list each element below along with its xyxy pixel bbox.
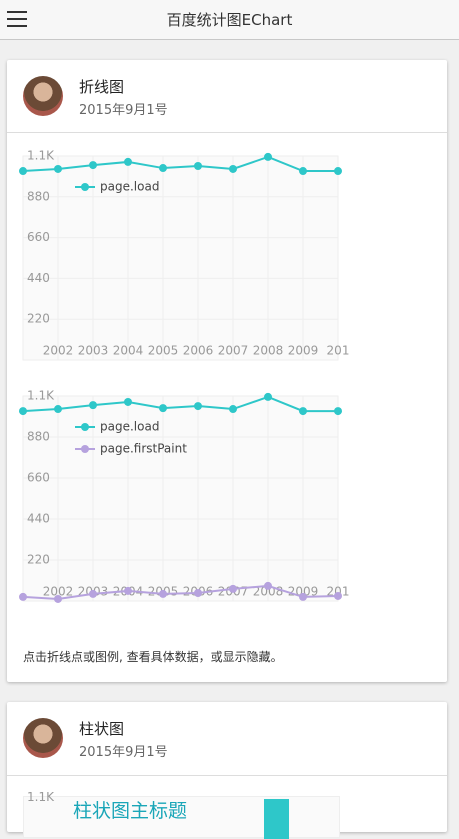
- series-line: [22, 155, 338, 173]
- legend-label[interactable]: page.firstPaint: [100, 442, 187, 456]
- x-tick-label: 2005: [148, 344, 179, 358]
- card-header: 柱状图 2015年9月1号: [7, 702, 447, 776]
- data-point[interactable]: [264, 581, 272, 590]
- data-point[interactable]: [229, 164, 237, 173]
- data-point[interactable]: [159, 404, 167, 413]
- charts: 220 440 660 880 1.1K 2002 2003 2004 2005 2006 2007…: [19, 149, 350, 603]
- card-header: 折线图 2015年9月1号: [7, 60, 447, 133]
- legend-dot[interactable]: [81, 423, 89, 431]
- plot-area: [22, 155, 339, 361]
- data-point[interactable]: [19, 167, 27, 176]
- data-point[interactable]: [54, 594, 62, 603]
- y-tick-label: 660: [27, 471, 50, 485]
- legend-label[interactable]: page.load: [100, 180, 159, 194]
- data-point[interactable]: [229, 584, 237, 593]
- card-date: 2015年9月1号: [79, 745, 168, 760]
- data-point[interactable]: [124, 586, 132, 595]
- y-tick-label: 660: [27, 230, 50, 244]
- data-point[interactable]: [194, 402, 202, 411]
- y-tick-label: 440: [27, 512, 50, 526]
- y-tick-label: 220: [27, 553, 50, 567]
- data-point[interactable]: [54, 164, 62, 173]
- data-point[interactable]: [159, 164, 167, 173]
- x-tick-label: 2009: [288, 344, 319, 358]
- plot-area: [22, 395, 339, 602]
- data-point[interactable]: [194, 588, 202, 597]
- x-tick-label: 2008: [253, 344, 284, 358]
- data-point[interactable]: [334, 591, 342, 600]
- data-point[interactable]: [194, 162, 202, 171]
- menu-button[interactable]: [7, 11, 27, 32]
- y-tick-label: 880: [27, 189, 50, 203]
- x-tick-label: 201: [327, 344, 350, 358]
- data-point[interactable]: [264, 392, 272, 401]
- y-tick-label: 1.1K: [27, 389, 55, 403]
- legend-dot[interactable]: [81, 445, 89, 453]
- y-tick-label: 880: [27, 430, 50, 444]
- legend-dot[interactable]: [81, 183, 89, 191]
- data-point[interactable]: [89, 589, 97, 598]
- data-point[interactable]: [19, 592, 27, 601]
- avatar: [23, 718, 63, 758]
- card-date: 2015年9月1号: [79, 103, 168, 118]
- data-point[interactable]: [299, 167, 307, 176]
- x-tick-label: 2002: [43, 344, 74, 358]
- data-point[interactable]: [159, 589, 167, 598]
- data-point[interactable]: [334, 167, 342, 176]
- note: 点击折线点或图例, 查看具体数据，或显示隐藏。: [23, 650, 283, 664]
- x-tick-label: 2003: [78, 344, 109, 358]
- data-point[interactable]: [334, 407, 342, 416]
- data-point[interactable]: [124, 397, 132, 406]
- x-tick-label: 2004: [113, 344, 144, 358]
- y-tick-label: 220: [27, 312, 50, 326]
- x-tick-label: 201: [327, 585, 350, 599]
- data-point[interactable]: [229, 405, 237, 414]
- avatar: [23, 76, 63, 116]
- legend-label[interactable]: page.load: [100, 420, 159, 434]
- y-tick-label: 440: [27, 271, 50, 285]
- data-point[interactable]: [264, 152, 272, 161]
- x-tick-label: 2002: [43, 585, 74, 599]
- data-point[interactable]: [19, 407, 27, 416]
- data-point[interactable]: [299, 407, 307, 416]
- card-title: 柱状图: [79, 720, 125, 738]
- y-tick-label: 1.1K: [27, 790, 54, 804]
- page-title: 百度统计图EChart: [166, 11, 293, 29]
- series-line: [22, 584, 339, 600]
- series-line: [22, 395, 338, 413]
- data-point[interactable]: [54, 405, 62, 414]
- data-point[interactable]: [89, 161, 97, 170]
- x-tick-label: 2006: [183, 344, 214, 358]
- top-bar: 百度统计图EChart: [0, 0, 459, 40]
- data-point[interactable]: [124, 157, 132, 166]
- y-tick-label: 1.1K: [27, 149, 55, 163]
- x-tick-label: 2007: [218, 344, 249, 358]
- data-point[interactable]: [89, 401, 97, 410]
- card-title: 折线图: [79, 78, 125, 96]
- data-point[interactable]: [299, 592, 307, 601]
